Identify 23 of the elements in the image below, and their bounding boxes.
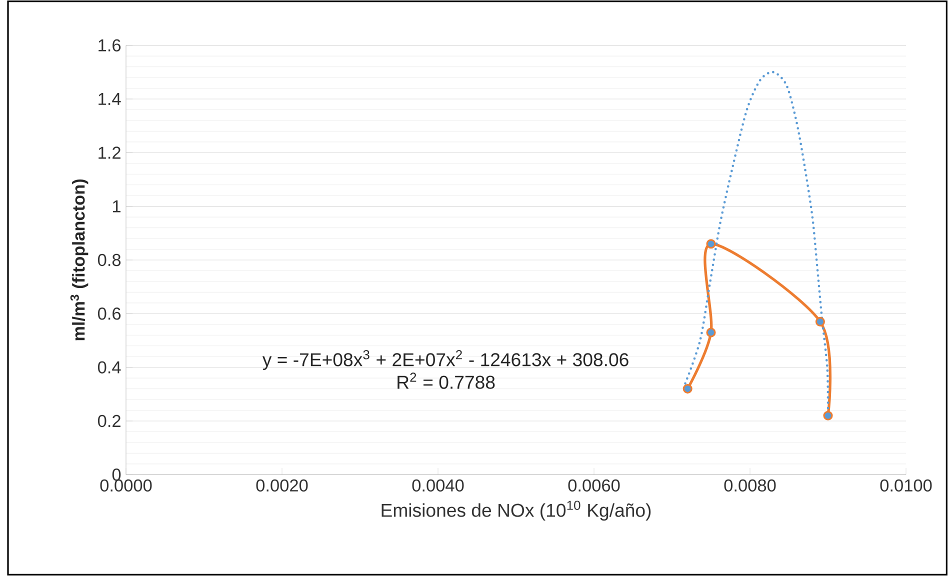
y-tick-label: 1.2 xyxy=(98,146,120,159)
y-tick-label: 1.4 xyxy=(98,93,121,105)
y-tick-label: 0.8 xyxy=(98,254,121,266)
annotation: R$^{2}$ = 0.7788 xyxy=(398,372,495,389)
point xyxy=(706,328,716,338)
y-tick-label: 0.2 xyxy=(98,414,120,428)
point xyxy=(815,316,825,326)
y-tick-label: 0.4 xyxy=(98,361,121,374)
x-tick-label: 0.0080 xyxy=(724,479,776,492)
x-tick-label: 0.0000 xyxy=(100,479,152,492)
x-tick-label: 0.0020 xyxy=(256,479,308,492)
x-axis-title: Emisiones de NOx (10$^{10}$ Kg/año) xyxy=(382,500,651,521)
point xyxy=(706,239,716,249)
x-tick-label: 0.0060 xyxy=(568,479,620,492)
annotation: y = -7E+08x$^{3}$ + 2E+07x$^{2}$ - 124613x + 308.06 xyxy=(262,350,628,370)
x-tick-label: 0.0100 xyxy=(880,479,932,492)
y-tick-label: 1 xyxy=(113,200,120,212)
x-tick-label: 0.0040 xyxy=(412,479,464,492)
y-tick-label: 1.6 xyxy=(98,39,121,52)
y-axis-title: ml/m$^{3}$ (fitoplancton) xyxy=(70,179,88,340)
y-tick-label: 0.6 xyxy=(98,308,121,320)
point xyxy=(682,384,692,394)
point xyxy=(823,410,833,420)
